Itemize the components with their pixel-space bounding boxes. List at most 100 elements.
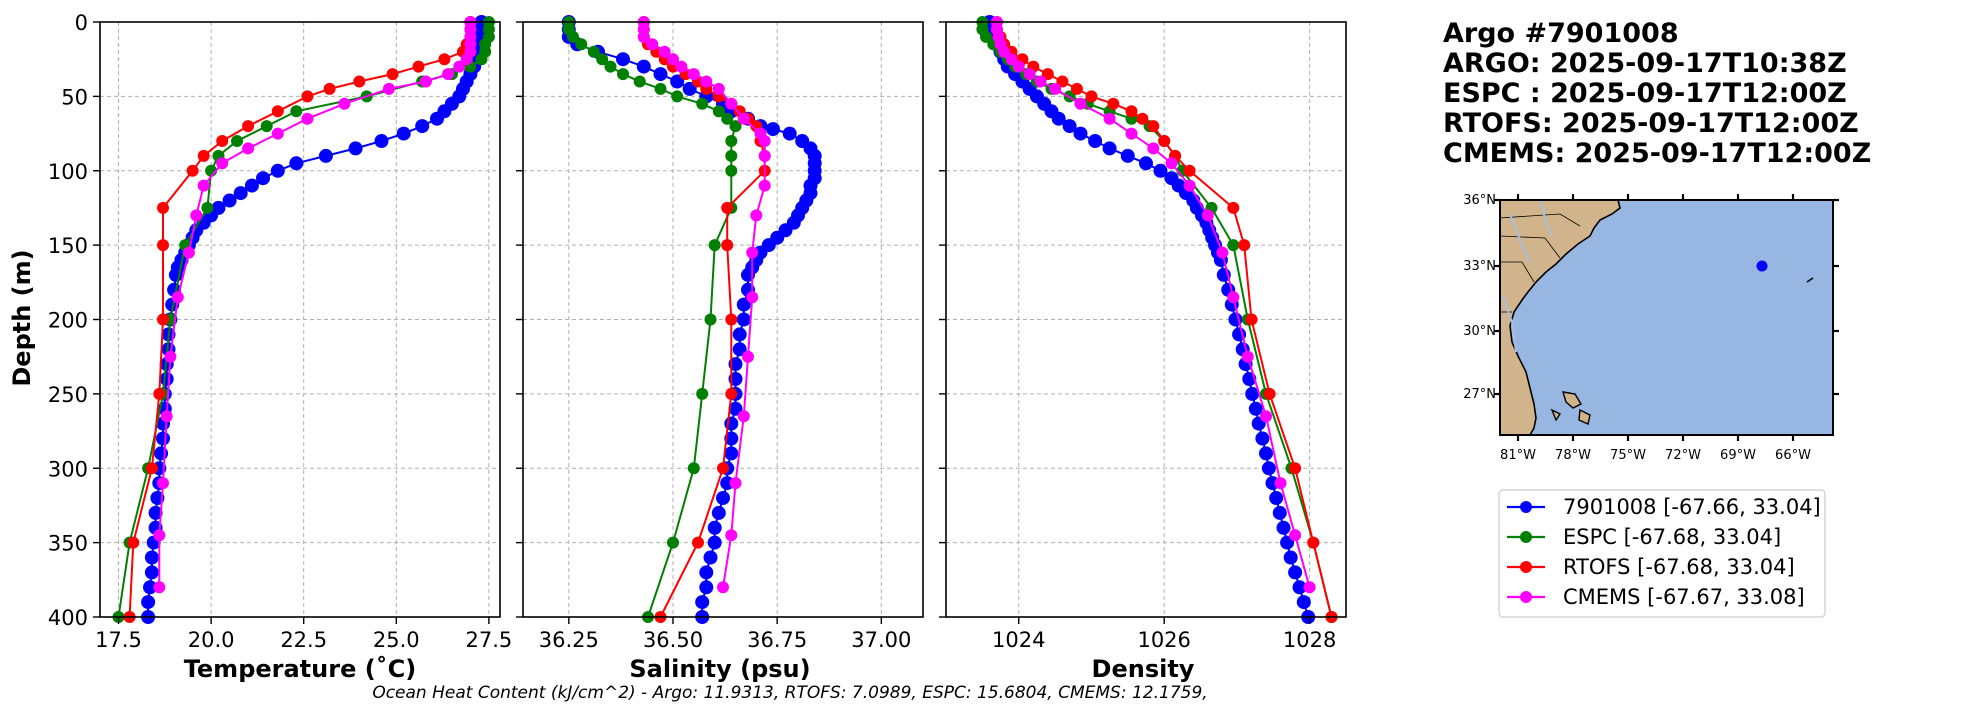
temperature-series-cmems-point-12 <box>271 127 284 140</box>
salinity-series-cmems-point-6 <box>675 60 688 73</box>
density-series-rtofs-point-23 <box>1307 536 1320 549</box>
location-map: 36°N 33°N 30°N 27°N 81°W 78°W 75°W 72°W … <box>1463 193 1839 463</box>
temperature-series-cmems-point-16 <box>190 209 203 222</box>
temperature-series-cmems-point-13 <box>242 142 255 155</box>
map-river-1 <box>1539 200 1553 237</box>
map-river-2 <box>1509 213 1531 263</box>
temperature-xtick-label-0: 17.5 <box>95 628 142 652</box>
map-lon-label-75w: 75°W <box>1610 448 1646 463</box>
density-series-7901008-point-45 <box>1259 446 1273 461</box>
temperature-series-cmems-point-9 <box>382 82 395 95</box>
salinity-series-cmems-point-5 <box>667 53 679 66</box>
density-series-7901008-point-20 <box>1153 163 1168 178</box>
temperature-axis-label: Temperature (˚C) <box>184 655 417 683</box>
density-series-rtofs-point-17 <box>1183 164 1196 177</box>
temperature-series-rtofs-point-11 <box>271 105 284 118</box>
salinity-series-7901008-point-52 <box>707 520 722 535</box>
salinity-series-cmems-point-4 <box>658 45 671 58</box>
temperature-series-rtofs-point-6 <box>412 60 425 73</box>
density-series-7901008-point-49 <box>1272 505 1287 520</box>
legend-entry-rtofs: RTOFS [-67.68, 33.04] <box>1507 555 1795 579</box>
salinity-series-espc-point-4 <box>587 45 600 58</box>
title-line-cmems: CMEMS: 2025-09-17T12:00Z <box>1443 138 1871 169</box>
temperature-series-rtofs-point-20 <box>145 462 158 475</box>
salinity-series-espc-point-16 <box>725 149 738 162</box>
density-series-rtofs-point-7 <box>1041 68 1054 81</box>
density-series-7901008-point-52 <box>1283 550 1298 565</box>
salinity-series-cmems-point-10 <box>725 97 738 110</box>
salinity-series-7901008-point-7 <box>653 67 668 82</box>
temperature-series-7901008-point-18 <box>318 148 333 163</box>
temperature-series-7901008-point-41 <box>159 372 174 386</box>
density-series-cmems-point-9 <box>1049 82 1062 95</box>
salinity-series-rtofs-point-21 <box>725 387 738 400</box>
temperature-ytick-label-8: 400 <box>48 606 88 630</box>
density-xtick-label-1: 1026 <box>1137 628 1190 652</box>
salinity-series-espc-point-2 <box>567 30 579 43</box>
map-lon-label-81w: 81°W <box>1500 448 1536 463</box>
salinity-series-cmems-point-14 <box>758 149 771 162</box>
temperature-series-rtofs-point-15 <box>186 164 199 177</box>
temperature-series-7901008-point-16 <box>374 134 389 148</box>
density-series-cmems-point-20 <box>1260 410 1272 423</box>
map-state-border-3 <box>1500 261 1535 283</box>
temperature-ytick-label-7: 350 <box>48 532 88 556</box>
salinity-series-7901008-point-9 <box>682 81 697 96</box>
legend-marker-cmems <box>1520 591 1532 603</box>
map-lat-label-27n: 27°N <box>1463 387 1496 402</box>
temperature-series-cmems-point-7 <box>442 68 455 81</box>
temperature-series-rtofs-point-10 <box>301 90 314 103</box>
salinity-series-7901008-point-55 <box>699 565 714 580</box>
temperature-panel: 17.5 20.0 22.5 25.0 27.5 0 50 100 150 200 250 300 35… <box>48 11 512 652</box>
density-series-7901008-point-19 <box>1139 156 1153 171</box>
density-series-7901008-point-41 <box>1245 386 1260 401</box>
temperature-series-7901008-point-50 <box>148 505 163 520</box>
temperature-ytick-label-3: 150 <box>48 234 88 258</box>
map-lon-label-66w: 66°W <box>1775 448 1811 463</box>
density-series-rtofs-point-8 <box>1056 75 1069 88</box>
temperature-series-7901008-point-46 <box>154 446 169 461</box>
legend-frame <box>1498 489 1826 618</box>
salinity-series-cmems-point-20 <box>737 410 750 423</box>
temperature-series-cmems-point-11 <box>301 112 314 125</box>
density-series-cmems-point-19 <box>1241 350 1254 363</box>
salinity-series-espc-point-21 <box>696 387 709 400</box>
density-series-rtofs-point-21 <box>1263 387 1276 400</box>
salinity-series-espc-point-8 <box>633 75 646 88</box>
density-series-cmems-point-14 <box>1165 157 1178 170</box>
salinity-series-7901008-point-44 <box>728 401 743 416</box>
salinity-xtick-label-2: 36.75 <box>747 628 807 652</box>
title-line-argo: ARGO: 2025-09-17T10:38Z <box>1443 48 1847 79</box>
salinity-xtick-label-1: 36.50 <box>643 628 703 652</box>
temperature-series-rtofs-point-5 <box>438 53 451 66</box>
temperature-series-rtofs-point-14 <box>197 149 210 162</box>
temperature-series-7901008-point-23 <box>233 186 248 201</box>
map-tick-marks <box>1494 194 1839 441</box>
temperature-series-7901008-point-19 <box>289 156 304 171</box>
density-series-rtofs-point-19 <box>1238 239 1251 252</box>
temperature-series-cmems-point-21 <box>157 477 169 490</box>
salinity-series-7901008-point-15 <box>766 122 780 137</box>
salinity-series-7901008-point-47 <box>724 446 739 461</box>
density-series-7901008-point-14 <box>1062 119 1077 134</box>
density-series-rtofs-point-11 <box>1107 97 1120 110</box>
temperature-series-7901008-point-13 <box>430 111 444 126</box>
density-series-cmems-point-13 <box>1147 142 1160 155</box>
map-lon-label-69w: 69°W <box>1720 448 1756 463</box>
salinity-series-cmems-point-18 <box>746 291 759 304</box>
map-state-border-2 <box>1500 235 1561 259</box>
salinity-series-cmems-point-13 <box>758 135 771 147</box>
float-location-marker <box>1756 260 1768 272</box>
density-series-cmems-point-18 <box>1227 291 1240 304</box>
map-land <box>1500 200 1621 435</box>
salinity-series-rtofs-point-18 <box>721 201 734 214</box>
density-series-7901008-point-54 <box>1292 580 1307 595</box>
salinity-series-7901008-point-37 <box>736 297 751 312</box>
density-series-cmems-point-10 <box>1074 97 1087 110</box>
density-series-7901008-point-44 <box>1255 431 1270 446</box>
temperature-series-7901008-point-56 <box>141 595 156 610</box>
salinity-series-7901008-point-51 <box>711 505 726 520</box>
temperature-series-cmems-point-15 <box>197 179 210 192</box>
salinity-series-cmems-point-15 <box>758 179 771 192</box>
density-series-7901008-point-16 <box>1088 134 1103 148</box>
